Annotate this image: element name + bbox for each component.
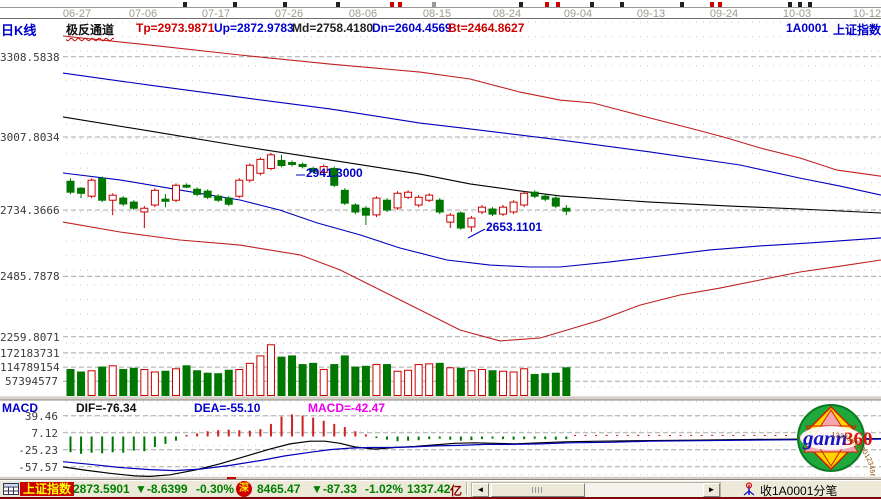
live-feed-antenna-icon — [743, 482, 755, 496]
channel-indicator-name: 极反通道 — [66, 23, 115, 37]
symbol-name: 上证指数 — [833, 23, 881, 37]
date-label: 08-24 — [492, 8, 522, 20]
date-label: 07-06 — [128, 8, 158, 20]
price-annotation: 2653.1101 — [486, 220, 543, 234]
shenzhen-market-icon[interactable]: 深 — [236, 481, 252, 497]
date-label: 09-04 — [563, 8, 593, 20]
date-label: 07-17 — [201, 8, 231, 20]
date-label: 10-03 — [782, 8, 812, 20]
macd-value-0: DIF=-76.34 — [76, 401, 137, 415]
date-label: 10-12 — [852, 8, 881, 20]
macd-value-1: DEA=-55.10 — [194, 401, 261, 415]
window-bottom-edge — [0, 497, 881, 499]
channel-param-0: Tp=2973.9871 — [136, 21, 215, 35]
logo-brand-prefix: gann — [802, 426, 847, 450]
pane-separator — [0, 395, 881, 401]
price-tick-label: 3308.5838 — [0, 50, 60, 64]
channel-line-Up — [62, 72, 881, 196]
index-value: 2873.5901 — [73, 482, 130, 496]
dif-line — [62, 438, 881, 478]
channel-param-1: Up=2872.9783 — [214, 21, 294, 35]
channel-param-3: Dn=2604.4569 — [372, 21, 452, 35]
status-bar: 上证指数 2873.5901 ▼-8.6399 -0.30% 深 8465.47… — [0, 480, 881, 498]
clipped-toolbar-strip — [0, 2, 881, 19]
scroll-right-button[interactable]: ► — [703, 483, 720, 497]
price-tick-label: 2259.8071 — [0, 330, 60, 344]
status-divider — [466, 482, 468, 495]
index-change: ▼-8.6399 — [135, 482, 188, 496]
volume-tick-label: 114789154 — [0, 361, 60, 375]
date-label: 09-13 — [636, 8, 666, 20]
macd-histogram — [62, 414, 881, 478]
volume-tick-label: 57394577 — [5, 375, 58, 389]
channel-lines — [62, 35, 881, 342]
scroll-left-button[interactable]: ◄ — [472, 483, 489, 497]
volume-tick-label: 172183731 — [0, 346, 60, 360]
chart-canvas[interactable] — [0, 0, 881, 480]
macd-tick-label: 39.46 — [24, 409, 58, 423]
macd-tick-label: -57.57 — [18, 460, 58, 474]
date-label: 08-06 — [348, 8, 378, 20]
volume-bars — [66, 344, 571, 397]
dea-line — [62, 438, 881, 472]
macd-value-2: MACD=-42.47 — [308, 401, 386, 415]
channel-line-Tp — [62, 35, 881, 177]
gann360-logo: gann 360 1234567890123456789012345678901… — [797, 404, 875, 476]
candlestick-series — [66, 152, 571, 232]
channel-param-4: Bt=2464.8627 — [448, 21, 525, 35]
macd-tick-label: 7.12 — [31, 426, 59, 440]
annotation-leaders — [296, 174, 486, 239]
macd-panel-label: MACD — [2, 401, 38, 415]
symbol-code: 1A0001 — [786, 21, 829, 35]
grid — [63, 19, 881, 476]
turnover-unit: 亿 — [450, 484, 463, 498]
scrollbar-grip — [532, 487, 542, 493]
date-label: 07-26 — [274, 8, 304, 20]
macd-tick-label: -25.23 — [18, 443, 58, 457]
date-label: 08-15 — [422, 8, 452, 20]
chart-type-label: 日K线 — [1, 23, 37, 38]
turnover-amount: 1337.42 — [407, 482, 451, 496]
horizontal-scrollbar[interactable]: ◄ ► — [471, 482, 721, 498]
channel-param-2: Md=2758.4180 — [292, 21, 374, 35]
channel-line-Md — [62, 116, 881, 214]
logo-brand-suffix: 360 — [844, 429, 873, 450]
sz-index-value: 8465.47 — [257, 482, 301, 496]
sz-index-change-pct: -1.02% — [365, 482, 404, 496]
price-tick-label: 3007.8034 — [0, 130, 60, 144]
date-label: 06-27 — [62, 8, 92, 20]
index-change-pct: -0.30% — [196, 482, 235, 496]
price-annotation: 2941.3000 — [306, 166, 363, 180]
scrollbar-thumb[interactable] — [491, 483, 585, 497]
date-label: 09-24 — [709, 8, 739, 20]
price-tick-label: 2485.7878 — [0, 270, 60, 284]
sz-index-change: ▼-87.33 — [311, 482, 357, 496]
price-tick-label: 2734.3666 — [0, 204, 60, 217]
channel-line-Bt — [62, 221, 881, 342]
quote-table-icon[interactable] — [3, 483, 19, 495]
index-name-badge[interactable]: 上证指数 — [20, 482, 75, 496]
tick-data-button[interactable]: 收1A0001分笔 — [760, 484, 838, 498]
